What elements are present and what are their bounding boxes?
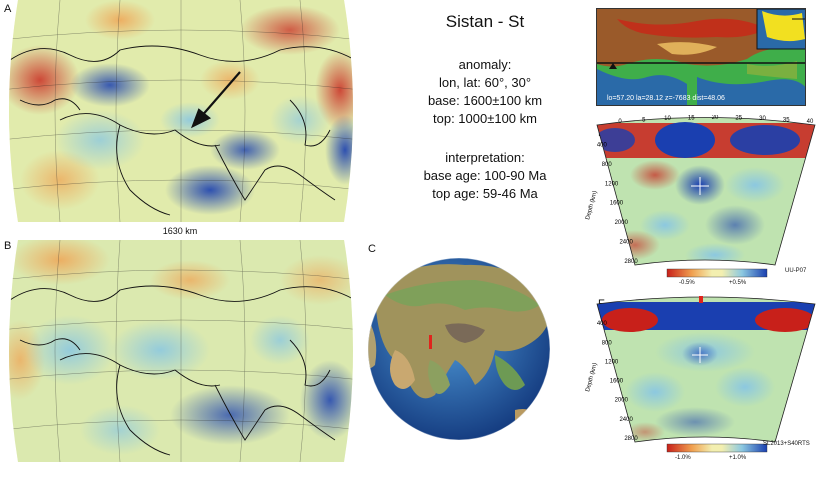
panel-e-distance-tick: 5 bbox=[642, 117, 646, 123]
panel-e-cbar-max: +0.5% bbox=[729, 280, 747, 286]
anomaly-top: top: 1000±100 km bbox=[433, 111, 537, 126]
panel-e-depth-tick: 1600 bbox=[610, 201, 624, 207]
panel-e-depth-tick: 1200 bbox=[605, 181, 619, 187]
panel-e-distance-tick: 40 bbox=[807, 119, 814, 125]
anomaly-info: Sistan - St anomaly: lon, lat: 60°, 30° … bbox=[385, 0, 585, 240]
panel-e-depth-tick: 2000 bbox=[615, 220, 629, 226]
panel-b-map bbox=[0, 240, 362, 462]
panel-e-section: 0 5 10 15 20 25 30 35 40 400 800 1200 1600 2000 2400 2… bbox=[575, 115, 820, 290]
interpretation-heading: interpretation: bbox=[445, 150, 525, 165]
panel-a-letter: A bbox=[4, 3, 12, 15]
panel-f-depth-tick: 2800 bbox=[624, 436, 638, 442]
panel-e-distance-tick: 25 bbox=[735, 115, 742, 121]
panel-f-depth-tick: 1200 bbox=[605, 359, 619, 365]
panel-f-cbar-min: -1.0% bbox=[675, 455, 691, 461]
interpretation-base-age: base age: 100-90 Ma bbox=[423, 168, 547, 183]
panel-e-depth-tick: 2800 bbox=[624, 259, 638, 265]
panel-f-depth-tick: 400 bbox=[597, 321, 608, 327]
panel-c-letter: C bbox=[368, 243, 376, 255]
panel-e-depth-tick: 800 bbox=[602, 162, 613, 168]
panel-f-depth-tick: 800 bbox=[602, 340, 613, 346]
panel-e-depth-tick: 400 bbox=[597, 142, 608, 148]
panel-e-cbar-min: -0.5% bbox=[679, 280, 695, 286]
panel-c-globe bbox=[365, 255, 565, 450]
panel-e-distance-tick: 30 bbox=[759, 116, 766, 122]
anomaly-title: Sistan - St bbox=[445, 12, 525, 31]
panel-a-scale-label: 1630 km bbox=[162, 226, 198, 236]
panel-e-depth-axis-label: Depth (km) bbox=[585, 190, 598, 220]
panel-d-readout: lo=57.20 la=28.12 z=-7683 dist=48.06 bbox=[607, 95, 725, 102]
panel-f-depth-tick: 1600 bbox=[610, 379, 624, 385]
panel-e-distance-tick: 10 bbox=[664, 116, 671, 122]
panel-f-model-label: SL2013+S40RTS bbox=[763, 441, 810, 447]
panel-f-depth-tick: 2400 bbox=[619, 417, 633, 423]
panel-e-depth-tick: 2400 bbox=[619, 240, 633, 246]
panel-f-cbar-max: +1.0% bbox=[729, 455, 747, 461]
panel-e-distance-tick: 15 bbox=[688, 115, 695, 121]
panel-e-model-label: UU-P07 bbox=[785, 268, 807, 274]
panel-f-section: 400 800 1200 1600 2000 2400 2800 Depth (km) -1… bbox=[575, 292, 820, 472]
anomaly-heading: anomaly: bbox=[458, 57, 512, 72]
panel-f-depth-tick: 2000 bbox=[615, 398, 629, 404]
anomaly-base: base: 1600±100 km bbox=[427, 93, 543, 108]
anomaly-lonlat: lon, lat: 60°, 30° bbox=[438, 75, 532, 90]
panel-e-distance-tick: 35 bbox=[783, 117, 790, 123]
panel-a-map bbox=[0, 0, 362, 222]
interpretation-top-age: top age: 59-46 Ma bbox=[432, 186, 538, 201]
panel-b-letter: B bbox=[4, 240, 12, 252]
panel-e-distance-tick: 0 bbox=[618, 119, 622, 125]
panel-e-distance-tick: 20 bbox=[712, 115, 719, 121]
panel-f-depth-axis-label: Depth (km) bbox=[585, 362, 598, 392]
panel-d-map: lo=57.20 la=28.12 z=-7683 dist=48.06 bbox=[596, 8, 806, 106]
